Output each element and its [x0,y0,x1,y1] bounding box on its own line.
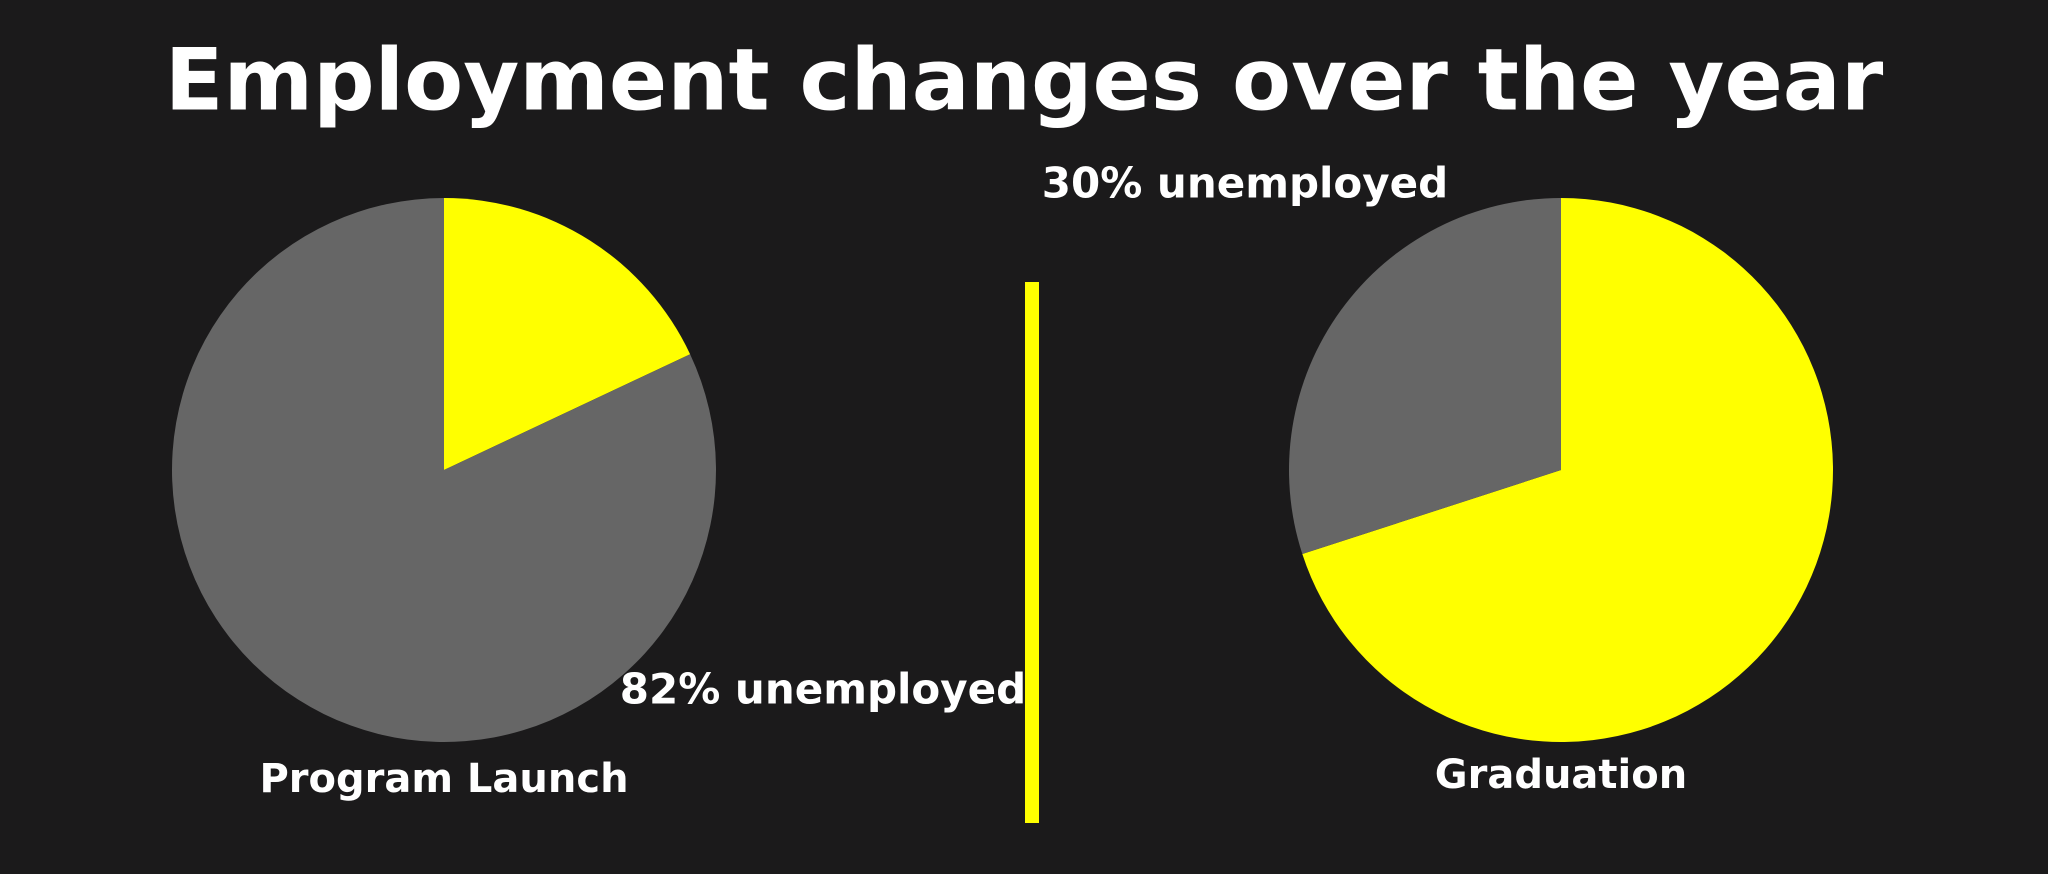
pie-slice [1288,197,1561,555]
slide-title: Employment changes over the year [165,30,1884,130]
slice-label: 82% unemployed [620,665,1026,714]
pie-title: Program Launch [259,756,628,802]
slice-label: 30% unemployed [1042,159,1448,208]
pie-slice [172,198,717,742]
pie-slice [444,198,691,470]
pie-slice [1302,198,1834,742]
pie-title: Graduation [1435,752,1687,798]
divider [1025,282,1039,823]
